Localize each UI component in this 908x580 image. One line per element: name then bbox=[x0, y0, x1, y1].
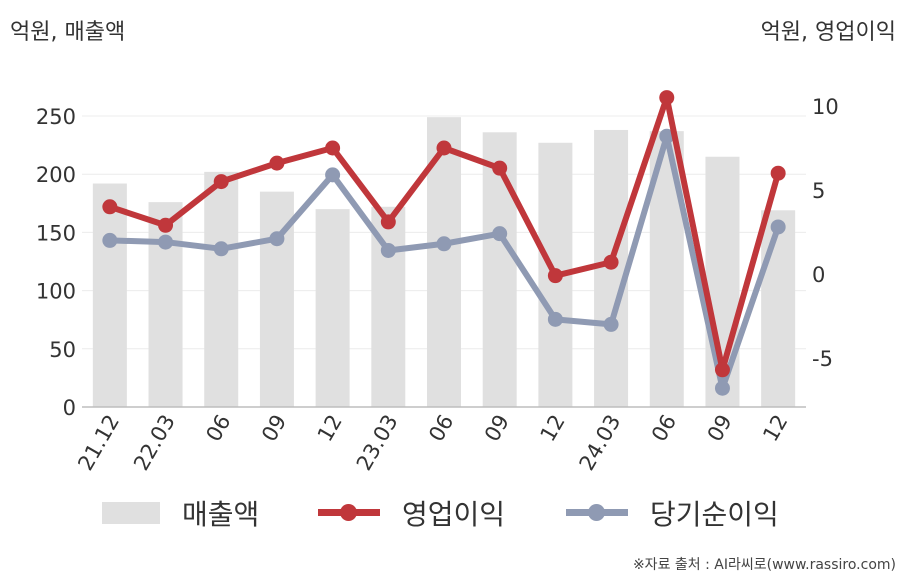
legend-label-net-income: 당기순이익 bbox=[650, 498, 779, 531]
x-tick-label: 06 bbox=[201, 411, 235, 446]
legend-swatch-operating-profit bbox=[318, 502, 380, 524]
right-tick-label: 5 bbox=[812, 179, 825, 203]
right-axis-unit-label: 억원, 영업이익 bbox=[760, 20, 896, 45]
net-income-point bbox=[492, 226, 508, 242]
x-tick-label: 06 bbox=[647, 411, 681, 446]
net-income-point bbox=[325, 167, 341, 183]
legend-label-revenue: 매출액 bbox=[182, 498, 260, 531]
left-tick-label: 150 bbox=[36, 221, 76, 245]
net-income-point bbox=[436, 236, 452, 252]
revenue-bar bbox=[148, 202, 183, 407]
revenue-bar bbox=[482, 132, 517, 407]
right-tick-label: 0 bbox=[812, 263, 825, 287]
profit-lines bbox=[102, 90, 786, 396]
legend-item-operating-profit: 영업이익 bbox=[318, 490, 505, 536]
source-note: ※자료 출처 : AI라씨로(www.rassiro.com) bbox=[632, 557, 896, 573]
left-tick-label: 0 bbox=[63, 396, 76, 420]
revenue-bar bbox=[204, 171, 239, 407]
operating-profit-point bbox=[436, 140, 452, 156]
revenue-bar bbox=[92, 183, 127, 407]
x-tick-label: 23.03 bbox=[352, 411, 403, 475]
operating-profit-point bbox=[213, 174, 229, 190]
net-income-point bbox=[380, 242, 396, 258]
right-tick-label: 10 bbox=[812, 95, 839, 119]
net-income-point bbox=[714, 380, 730, 396]
net-income-point bbox=[269, 231, 285, 247]
operating-profit-point bbox=[492, 160, 508, 176]
right-tick-label: -5 bbox=[812, 347, 833, 371]
operating-profit-point bbox=[380, 214, 396, 230]
x-tick-label: 12 bbox=[758, 411, 792, 446]
left-tick-label: 250 bbox=[36, 105, 76, 129]
x-tick-label: 09 bbox=[257, 411, 291, 446]
revenue-bar bbox=[315, 209, 350, 407]
x-tick-label: 09 bbox=[703, 411, 737, 446]
net-income-point bbox=[603, 316, 619, 332]
x-tick-label: 24.03 bbox=[575, 411, 626, 475]
legend-item-net-income: 당기순이익 bbox=[566, 490, 779, 536]
operating-profit-point bbox=[714, 362, 730, 378]
operating-profit-point bbox=[659, 90, 675, 106]
operating-profit-point bbox=[158, 217, 174, 233]
left-tick-label: 200 bbox=[36, 163, 76, 187]
net-income-point bbox=[547, 311, 563, 327]
net-income-point bbox=[213, 241, 229, 257]
revenue-bar bbox=[371, 206, 406, 407]
x-tick-label: 06 bbox=[424, 411, 458, 446]
legend-item-revenue: 매출액 bbox=[102, 490, 259, 536]
legend-swatch-net-income bbox=[566, 502, 628, 524]
net-income-point bbox=[770, 219, 786, 235]
operating-profit-point bbox=[269, 155, 285, 171]
x-tick-label: 21.12 bbox=[73, 411, 124, 475]
revenue-bar bbox=[761, 210, 796, 407]
operating-profit-point bbox=[325, 140, 341, 156]
x-tick-label: 09 bbox=[480, 411, 514, 446]
left-axis-unit-label: 억원, 매출액 bbox=[10, 20, 126, 45]
operating-profit-point bbox=[102, 199, 118, 215]
operating-profit-point bbox=[603, 254, 619, 270]
x-tick-label: 22.03 bbox=[129, 411, 180, 475]
operating-profit-point bbox=[547, 268, 563, 284]
net-income-point bbox=[102, 232, 118, 248]
operating-profit-point bbox=[770, 165, 786, 181]
x-tick-label: 12 bbox=[313, 411, 347, 446]
left-tick-label: 100 bbox=[36, 280, 76, 304]
legend-label-operating-profit: 영업이익 bbox=[402, 498, 506, 531]
net-income-point bbox=[158, 234, 174, 250]
legend: 매출액 영업이익 당기순이익 bbox=[0, 490, 908, 540]
x-tick-label: 12 bbox=[536, 411, 570, 446]
legend-swatch-revenue bbox=[102, 502, 160, 524]
left-tick-label: 50 bbox=[49, 338, 76, 362]
revenue-bars bbox=[92, 117, 796, 407]
net-income-point bbox=[659, 128, 675, 144]
